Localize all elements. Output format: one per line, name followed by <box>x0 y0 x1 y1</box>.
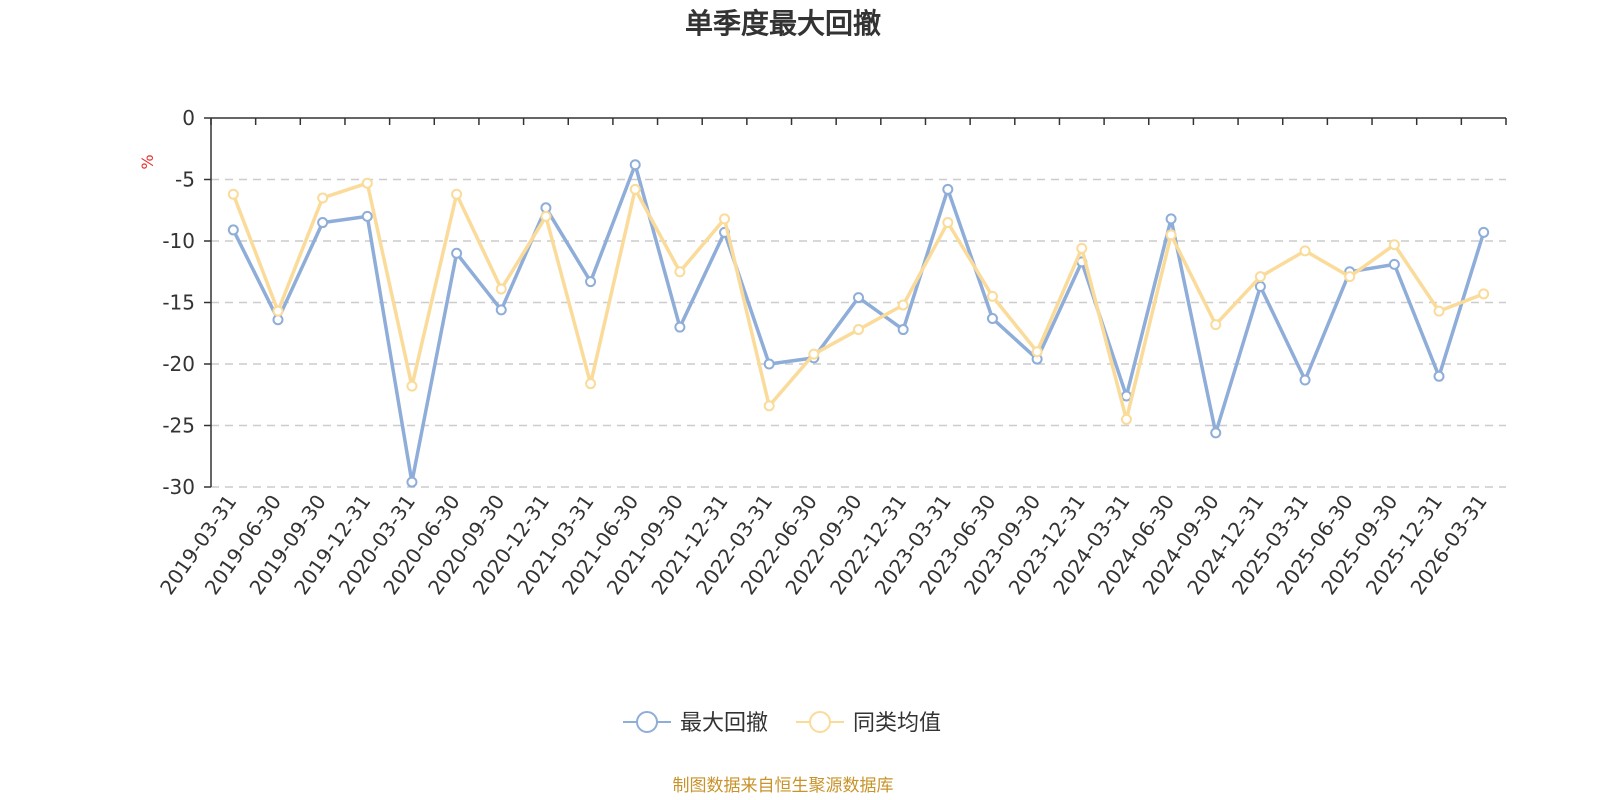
data-point[interactable] <box>853 324 864 336</box>
legend-label: 同类均值 <box>853 711 941 736</box>
data-point[interactable] <box>227 188 239 200</box>
data-point[interactable] <box>451 188 463 200</box>
series-lines <box>227 159 1490 488</box>
y-tick-label: -20 <box>162 352 195 376</box>
legend-marker-icon <box>809 711 831 733</box>
y-tick-label: -30 <box>162 475 195 499</box>
y-tick-label: -15 <box>162 291 195 315</box>
data-point[interactable] <box>897 324 909 336</box>
data-point[interactable] <box>272 305 284 317</box>
y-tick-label: -25 <box>162 414 195 438</box>
data-point[interactable] <box>808 348 820 360</box>
data-point[interactable] <box>317 192 329 204</box>
source-note: 制图数据来自恒生聚源数据库 <box>673 776 894 796</box>
data-point[interactable] <box>1210 427 1222 439</box>
data-point[interactable] <box>1388 239 1400 251</box>
y-tick-label: -5 <box>175 168 195 192</box>
data-point[interactable] <box>1478 288 1490 300</box>
data-point[interactable] <box>1076 242 1088 254</box>
data-point[interactable] <box>585 378 597 390</box>
legend-label: 最大回撤 <box>680 711 768 736</box>
data-point[interactable] <box>361 210 373 222</box>
y-tick-label: -10 <box>162 229 195 253</box>
data-point[interactable] <box>674 321 686 333</box>
series-2 <box>227 177 1490 425</box>
data-point[interactable] <box>1165 229 1177 241</box>
data-point[interactable] <box>406 476 418 488</box>
data-point[interactable] <box>495 304 507 316</box>
legend-item[interactable]: 同类均值 <box>796 711 941 736</box>
series-line <box>231 162 1486 484</box>
data-point[interactable] <box>942 217 954 229</box>
data-point[interactable] <box>1478 226 1490 238</box>
data-point[interactable] <box>1299 374 1311 386</box>
legend-marker-icon <box>636 711 658 733</box>
data-point[interactable] <box>406 380 418 392</box>
chart-title: 单季度最大回撤 <box>685 7 881 40</box>
data-point[interactable] <box>585 276 597 288</box>
data-point[interactable] <box>942 183 954 195</box>
data-point[interactable] <box>763 400 775 412</box>
data-point[interactable] <box>897 299 909 311</box>
y-tick-label: 0 <box>182 106 195 130</box>
data-point[interactable] <box>629 159 641 171</box>
data-point[interactable] <box>629 183 641 195</box>
data-point[interactable] <box>1388 258 1400 270</box>
data-point[interactable] <box>495 283 507 295</box>
data-point[interactable] <box>540 210 552 222</box>
data-point[interactable] <box>1299 245 1311 257</box>
data-point[interactable] <box>674 266 686 278</box>
data-point[interactable] <box>853 292 864 304</box>
data-point[interactable] <box>451 247 463 259</box>
data-point[interactable] <box>719 213 731 225</box>
data-point[interactable] <box>1210 319 1222 331</box>
data-point[interactable] <box>1254 271 1266 283</box>
series-1 <box>227 159 1490 488</box>
y-axis-unit: % <box>138 154 157 169</box>
data-point[interactable] <box>1433 305 1445 317</box>
data-point[interactable] <box>986 312 998 324</box>
data-point[interactable] <box>763 358 775 370</box>
data-point[interactable] <box>1031 346 1043 358</box>
legend[interactable]: 最大回撤 同类均值 <box>623 711 941 736</box>
data-point[interactable] <box>1433 370 1445 382</box>
data-point[interactable] <box>1120 413 1132 425</box>
data-point[interactable] <box>1165 213 1177 225</box>
legend-item[interactable]: 最大回撤 <box>623 711 768 736</box>
data-point[interactable] <box>986 290 998 302</box>
data-point[interactable] <box>227 224 239 236</box>
data-point[interactable] <box>1254 281 1266 293</box>
data-point[interactable] <box>317 217 329 229</box>
data-point[interactable] <box>1344 271 1356 283</box>
data-point[interactable] <box>361 177 373 189</box>
